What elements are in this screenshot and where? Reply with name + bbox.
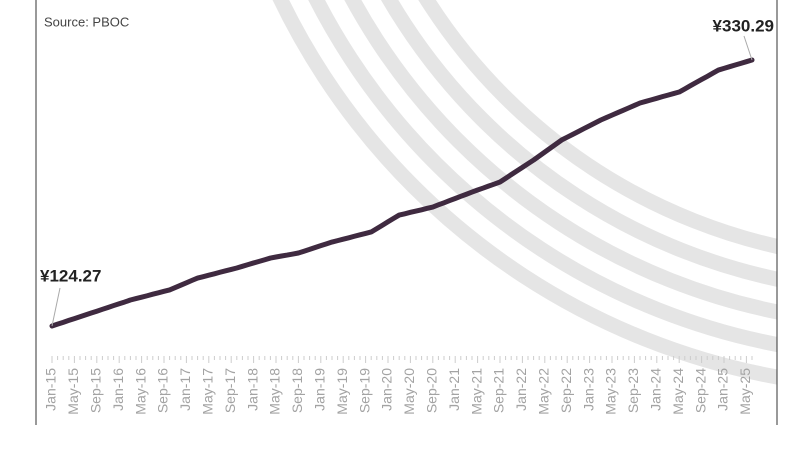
x-tick-label: Sep-17: [222, 368, 238, 413]
leader-line: [51, 287, 61, 327]
x-tick-label: Jan-23: [580, 368, 596, 411]
value-label: ¥330.29: [713, 16, 774, 35]
value-label: ¥124.27: [40, 266, 101, 285]
x-tick-label: Sep-20: [424, 368, 440, 413]
source: Source: PBOC: [44, 14, 129, 29]
x-tick-label: Jan-20: [379, 368, 395, 411]
leader-line: [743, 35, 753, 61]
x-tick-label: Jan-16: [110, 368, 126, 411]
x-tick-label: Jan-15: [43, 368, 59, 411]
x-tick-label: Jan-19: [312, 368, 328, 411]
x-tick-label: May-15: [65, 368, 81, 415]
x-tick-label: May-23: [603, 368, 619, 415]
x-tick-label: Jan-22: [513, 368, 529, 411]
x-tick-label: Sep-24: [692, 368, 708, 413]
x-tick-label: Sep-18: [289, 368, 305, 413]
x-tick-label: May-17: [200, 368, 216, 415]
x-tick-label: Sep-23: [625, 368, 641, 413]
x-tick-label: May-20: [401, 368, 417, 415]
x-tick-label: Sep-22: [558, 368, 574, 413]
x-tick-label: Jan-25: [715, 368, 731, 411]
x-tick-label: May-24: [670, 368, 686, 415]
x-tick-label: May-18: [267, 368, 283, 415]
x-tick-label: Sep-16: [155, 368, 171, 413]
x-tick-label: Sep-19: [356, 368, 372, 413]
x-tick-label: May-19: [334, 368, 350, 415]
x-tick-label: May-21: [468, 368, 484, 415]
background-arcs: [272, 0, 777, 385]
x-tick-label: Sep-15: [88, 368, 104, 413]
line: [49, 57, 755, 329]
x-tick-label: Jan-17: [177, 368, 193, 411]
x-tick-label: Sep-21: [491, 368, 507, 413]
x-tick-label: Jan-21: [446, 368, 462, 411]
x-tick-label: Jan-24: [648, 368, 664, 411]
x-tick-label: May-16: [132, 368, 148, 415]
x-tick-label: May-22: [536, 368, 552, 415]
x-tick-label: May-25: [737, 368, 753, 415]
x-tick-label: Jan-18: [244, 368, 260, 411]
